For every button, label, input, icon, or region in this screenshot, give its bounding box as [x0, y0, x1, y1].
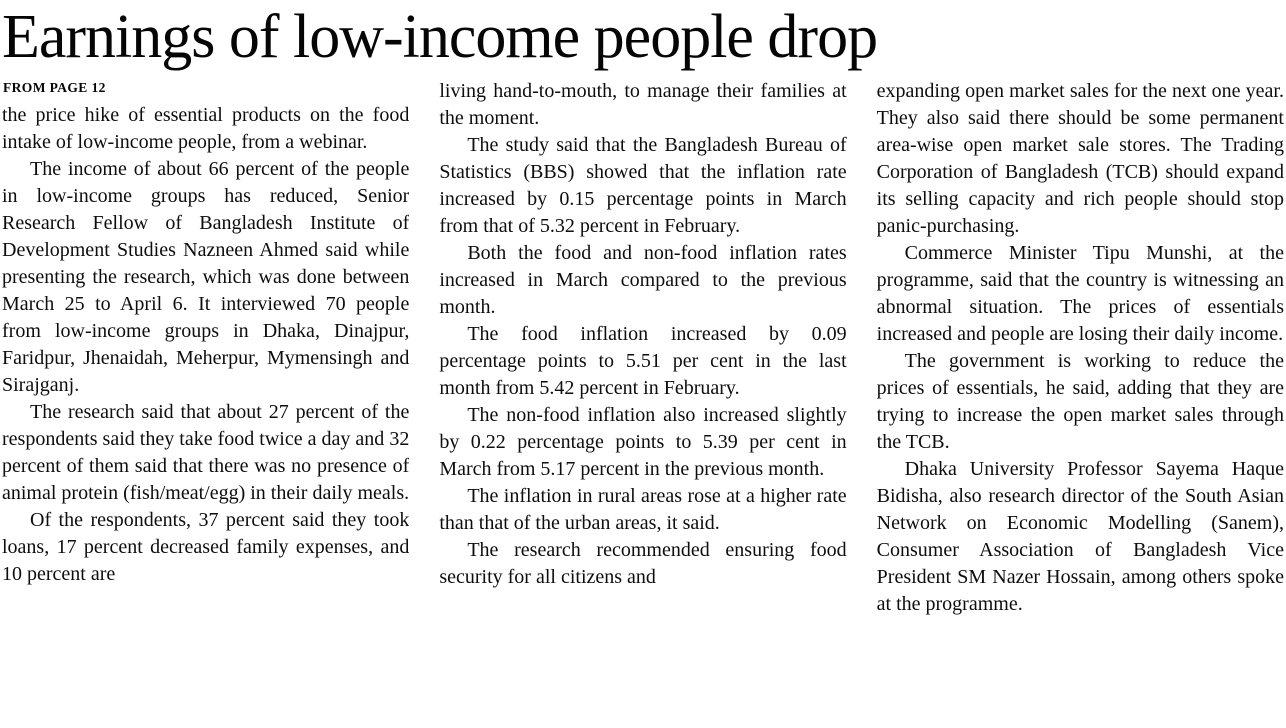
paragraph: Both the food and non-food inflation rat…: [439, 241, 847, 318]
paragraph: Dhaka University Professor Sayema Haque …: [876, 457, 1284, 615]
paragraph: the price hike of essential products on …: [2, 103, 410, 153]
paragraph: The inflation in rural areas rose at a h…: [439, 484, 847, 534]
paragraph: The study said that the Bangladesh Burea…: [439, 133, 847, 237]
article-column-2: living hand-to-mouth, to manage their fa…: [439, 78, 846, 618]
paragraph: The food inflation increased by 0.09 per…: [439, 322, 847, 399]
paragraph: Of the respondents, 37 percent said they…: [2, 508, 410, 585]
paragraph: living hand-to-mouth, to manage their fa…: [439, 79, 847, 129]
paragraph: The income of about 66 percent of the pe…: [2, 157, 410, 396]
article-column-1: FROM PAGE 12 the price hike of essential…: [2, 78, 409, 618]
article-column-3: expanding open market sales for the next…: [877, 78, 1284, 618]
article-columns: FROM PAGE 12 the price hike of essential…: [2, 78, 1284, 618]
paragraph: The research recommended ensuring food s…: [439, 538, 847, 588]
continuation-kicker: FROM PAGE 12: [3, 79, 106, 95]
paragraph: The government is working to reduce the …: [876, 349, 1284, 453]
article-headline: Earnings of low-income people drop: [2, 3, 878, 71]
paragraph: The non-food inflation also increased sl…: [439, 403, 847, 480]
paragraph: The research said that about 27 percent …: [2, 400, 410, 504]
paragraph: Commerce Minister Tipu Munshi, at the pr…: [876, 241, 1284, 345]
paragraph: expanding open market sales for the next…: [876, 79, 1284, 237]
